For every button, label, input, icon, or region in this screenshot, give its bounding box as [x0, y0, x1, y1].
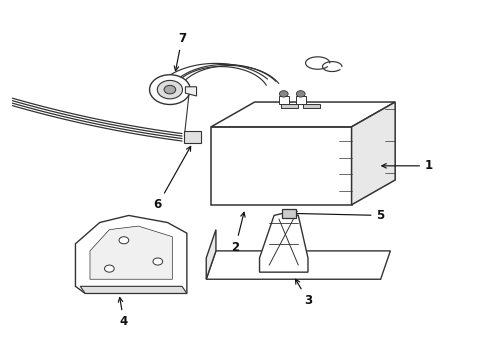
Polygon shape	[185, 87, 196, 96]
Polygon shape	[206, 251, 391, 279]
Polygon shape	[80, 286, 187, 293]
Polygon shape	[352, 102, 395, 205]
Polygon shape	[211, 102, 395, 127]
Polygon shape	[90, 226, 172, 279]
Circle shape	[279, 91, 288, 97]
Text: 5: 5	[293, 209, 385, 222]
Text: 3: 3	[295, 279, 312, 307]
FancyBboxPatch shape	[303, 104, 320, 108]
Text: 2: 2	[231, 212, 245, 254]
Polygon shape	[260, 212, 308, 272]
Polygon shape	[75, 215, 187, 293]
Circle shape	[119, 237, 129, 244]
Circle shape	[164, 85, 176, 94]
Polygon shape	[184, 131, 201, 143]
Circle shape	[104, 265, 114, 272]
FancyBboxPatch shape	[281, 104, 298, 108]
Circle shape	[157, 80, 182, 99]
Polygon shape	[206, 230, 216, 279]
Text: 4: 4	[118, 297, 128, 328]
Circle shape	[149, 75, 190, 104]
Text: 1: 1	[382, 159, 433, 172]
FancyBboxPatch shape	[296, 96, 306, 104]
FancyBboxPatch shape	[279, 96, 289, 104]
Polygon shape	[211, 127, 352, 205]
Circle shape	[296, 91, 305, 97]
Text: 7: 7	[174, 32, 186, 71]
Circle shape	[153, 258, 163, 265]
FancyBboxPatch shape	[282, 209, 296, 218]
Text: 6: 6	[154, 147, 191, 211]
